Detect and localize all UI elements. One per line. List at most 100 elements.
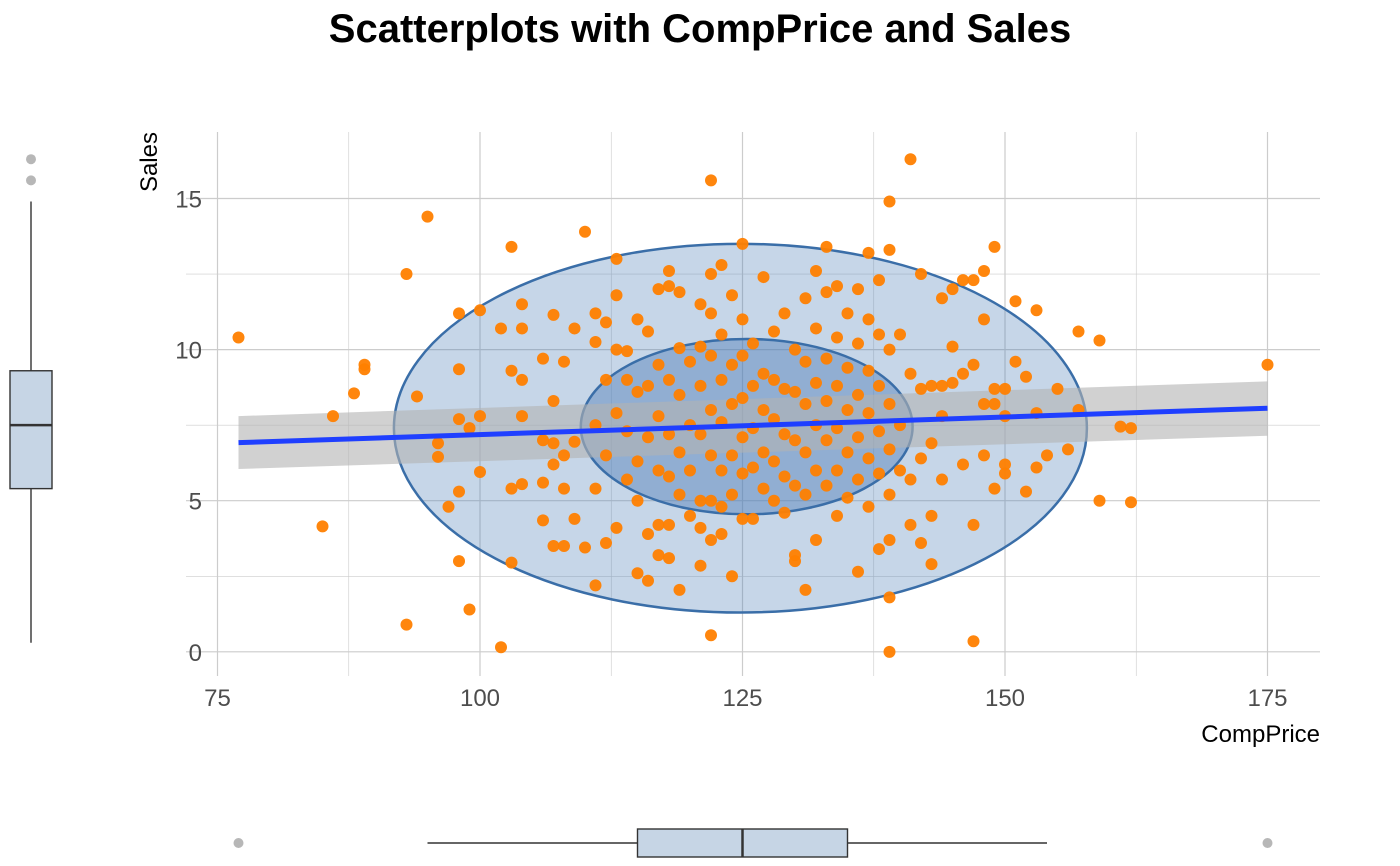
data-point [589, 307, 602, 320]
data-point [799, 292, 812, 305]
data-point [558, 540, 570, 553]
data-point [831, 509, 843, 522]
data-point [1125, 422, 1137, 435]
data-point [915, 537, 927, 550]
data-point [663, 428, 675, 441]
data-point [642, 379, 654, 392]
data-point [1062, 443, 1074, 456]
data-point [705, 629, 717, 642]
data-point [789, 479, 801, 492]
data-point [400, 268, 413, 281]
data-point [778, 428, 791, 441]
data-point [768, 494, 780, 507]
data-point [673, 583, 686, 596]
x-axis-title: CompPrice [1201, 721, 1320, 748]
data-point [705, 307, 717, 320]
data-point [453, 363, 465, 376]
data-point [757, 271, 770, 284]
data-point [883, 488, 896, 501]
data-point [547, 394, 560, 407]
data-point [558, 482, 570, 495]
data-point [715, 258, 728, 271]
data-point [558, 355, 570, 368]
data-point [967, 518, 980, 531]
data-point [873, 379, 885, 392]
data-point [715, 373, 728, 386]
data-point [621, 373, 633, 386]
data-point [873, 274, 885, 287]
data-point [474, 410, 486, 423]
data-point [694, 379, 707, 392]
data-point [558, 449, 570, 462]
data-point [1051, 382, 1064, 395]
data-point [789, 343, 801, 356]
data-point [715, 328, 728, 341]
data-point [652, 410, 665, 423]
data-point [1261, 358, 1274, 371]
data-point [883, 534, 896, 546]
data-point [495, 641, 507, 654]
data-point [820, 394, 833, 407]
data-point [736, 391, 749, 404]
data-point [663, 518, 675, 531]
data-point [726, 358, 738, 371]
data-point [505, 240, 518, 253]
data-point [421, 210, 434, 223]
data-point [600, 316, 612, 329]
data-point [505, 556, 518, 569]
data-point [694, 428, 707, 441]
data-point [442, 500, 455, 513]
data-point [684, 464, 696, 477]
data-point [736, 237, 749, 250]
data-point [652, 283, 665, 296]
data-point [915, 382, 927, 395]
data-point [568, 512, 581, 525]
x-box-outlier [1262, 838, 1273, 848]
data-point [663, 265, 675, 278]
data-point [988, 482, 1001, 495]
data-point [631, 385, 644, 398]
data-point [631, 567, 644, 580]
data-point [810, 464, 822, 477]
data-point [873, 467, 885, 480]
data-point [946, 376, 959, 389]
data-point [715, 500, 728, 513]
data-point [820, 479, 833, 492]
data-point [610, 289, 623, 302]
data-point [925, 558, 938, 571]
y-box-outlier [26, 154, 36, 165]
data-point [768, 413, 780, 426]
data-point [684, 509, 696, 522]
data-point [621, 473, 633, 486]
data-point [873, 328, 885, 341]
data-point [358, 358, 371, 371]
data-point [925, 379, 938, 392]
x-axis-ticks: 75 100 125 150 175 [204, 685, 1287, 712]
data-point [799, 446, 812, 459]
data-point [757, 482, 770, 495]
data-point [1020, 370, 1032, 383]
data-point [705, 349, 717, 362]
regression-line [238, 405, 1268, 446]
data-point [1125, 496, 1137, 509]
data-point [936, 473, 948, 486]
x-box-outlier [233, 838, 244, 848]
sales-marginal-boxplot [9, 154, 53, 643]
data-point [904, 473, 917, 486]
data-point [778, 470, 791, 483]
data-point [789, 434, 801, 447]
data-point [663, 280, 675, 293]
data-point [631, 313, 644, 326]
data-point [883, 591, 896, 604]
y-tick-label: 5 [189, 489, 202, 516]
data-point [516, 478, 528, 491]
scatter-points [232, 153, 1274, 658]
data-point [736, 467, 749, 480]
data-point [999, 382, 1011, 395]
data-point [411, 390, 423, 403]
regression-fit-line [238, 405, 1268, 446]
data-point [789, 385, 801, 398]
data-point [547, 437, 560, 450]
data-point [505, 482, 518, 495]
data-point [705, 494, 717, 507]
